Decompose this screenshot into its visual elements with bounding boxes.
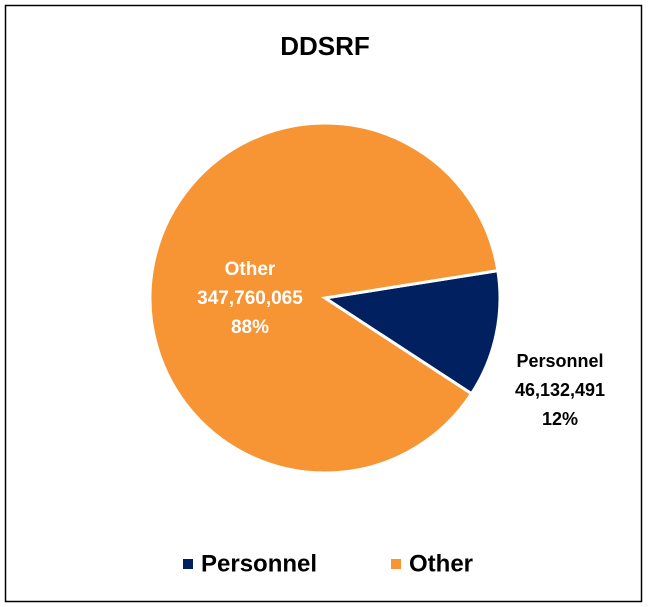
slice-value-label: 347,760,065 <box>197 288 303 309</box>
slice-value-label: 46,132,491 <box>515 380 605 400</box>
pie-slice <box>148 121 500 475</box>
pie-slice <box>320 268 502 396</box>
legend-marker <box>183 559 193 569</box>
chart-title: DDSRF <box>280 31 370 61</box>
slice-percent-label: 88% <box>231 317 269 338</box>
legend-label: Personnel <box>201 550 317 577</box>
legend-label: Other <box>409 550 473 577</box>
slice-category-label: Other <box>225 259 276 280</box>
legend-marker <box>391 559 401 569</box>
slice-percent-label: 12% <box>542 409 578 429</box>
slice-category-label: Personnel <box>516 351 603 371</box>
